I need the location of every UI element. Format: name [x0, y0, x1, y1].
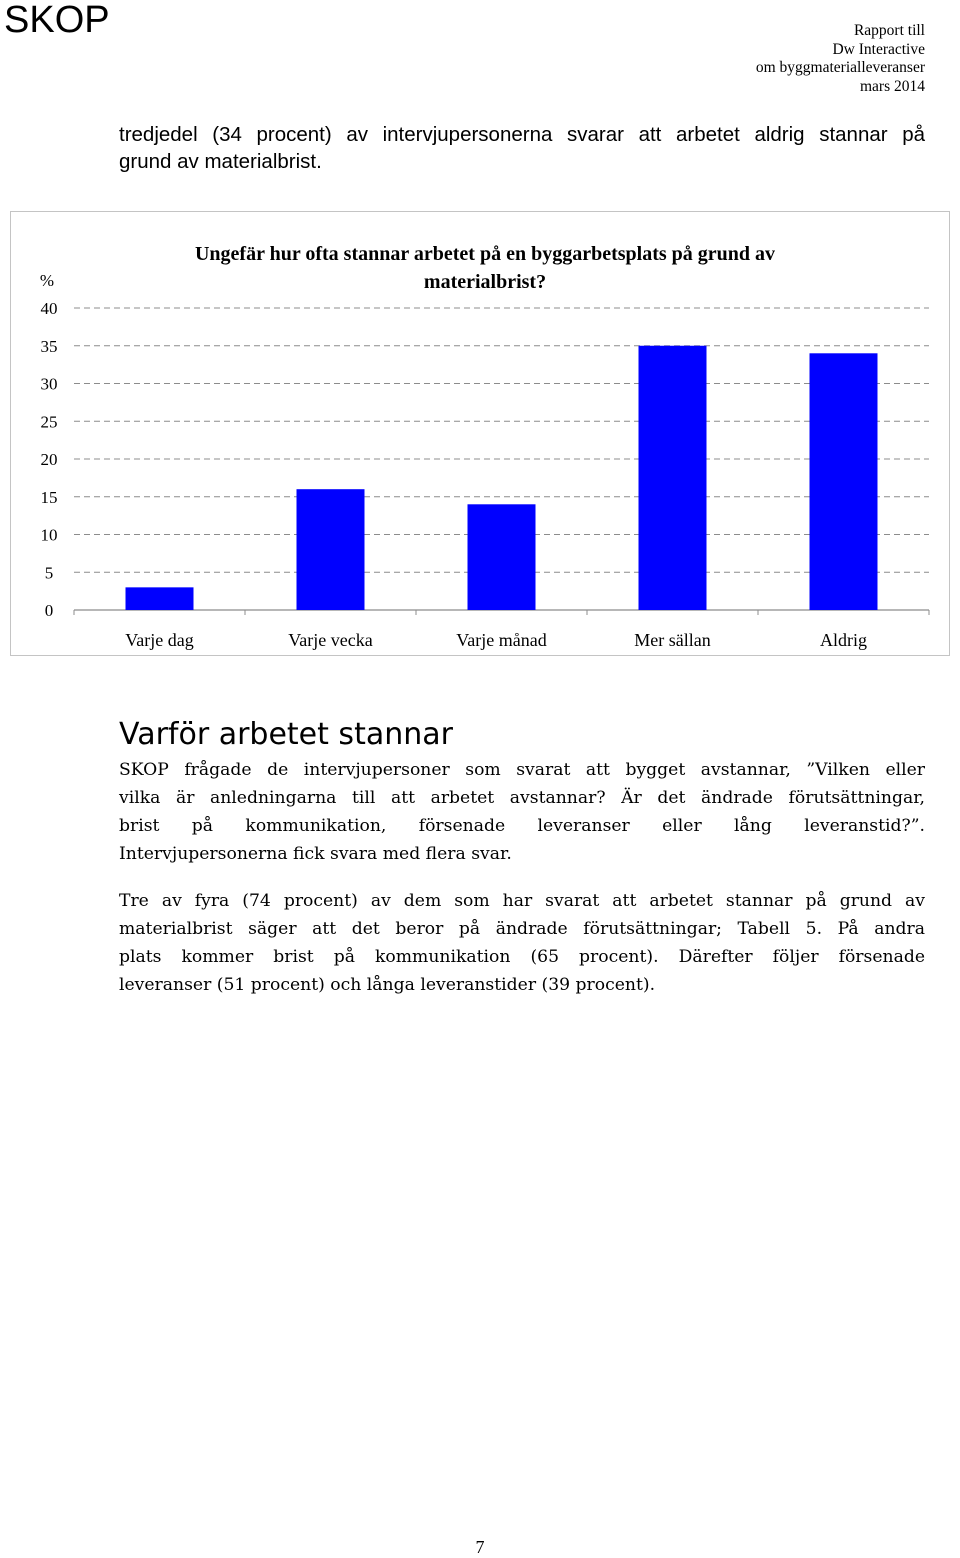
intro-paragraph: tredjedel (34 procent) av intervjuperson…: [119, 121, 925, 175]
y-tick-label: 0: [45, 601, 54, 620]
intro-line: grund av materialbrist.: [119, 150, 322, 173]
intro-line: tredjedel (34 procent) av intervjuperson…: [119, 123, 925, 146]
chart-frame: 0 5 10 15 20 25 30 35 40% Varje dag Varje vecka Var…: [10, 211, 950, 656]
section-paragraph-2: Tre av fyra (74 procent) av dem som har …: [119, 887, 925, 999]
paragraph-line: leveranser (51 procent) och långa levera…: [119, 975, 656, 995]
chart-title-line: Ungefär hur ofta stannar arbetet på en b…: [194, 243, 776, 265]
paragraph-line: brist på kommunikation, försenade levera…: [119, 816, 925, 836]
report-info: Rapport till Dw Interactive om byggmater…: [625, 22, 925, 97]
x-category-label: Mer sällan: [634, 630, 710, 650]
x-category-label: Aldrig: [820, 630, 867, 650]
page-number: 7: [475, 1537, 485, 1557]
section-heading: Varför arbetet stannar: [119, 717, 453, 752]
y-tick-label: 35: [41, 337, 58, 356]
y-tick-label: 40: [41, 299, 58, 318]
bar: [809, 353, 878, 610]
paragraph-line: plats kommer brist på kommunikation (65 …: [119, 947, 925, 967]
paragraph-line: vilka är anledningarna till att arbetet …: [119, 788, 925, 808]
x-category-label: Varje vecka: [288, 630, 372, 650]
y-tick-label: 15: [41, 488, 58, 507]
section-why-work-stops: Varför arbetet stannar SKOP frågade de i…: [119, 714, 925, 999]
bar: [125, 587, 194, 610]
chart-title-line: materialbrist?: [423, 271, 547, 293]
report-line: Rapport till: [853, 22, 925, 39]
bar: [467, 504, 536, 610]
paragraph-line: Intervjupersonerna fick svara med flera …: [119, 844, 512, 864]
x-category-label: Varje dag: [125, 630, 193, 650]
y-tick-label: 20: [41, 450, 58, 469]
y-axis-label: %: [40, 271, 54, 290]
skop-logo: SKOP: [4, 0, 110, 41]
y-tick-label: 10: [41, 526, 58, 545]
report-line: om byggmaterialleveranser: [755, 59, 925, 77]
report-line: mars 2014: [859, 78, 925, 96]
section-paragraph-1: SKOP frågade de intervjupersoner som sva…: [119, 756, 925, 868]
bar: [296, 489, 365, 610]
paragraph-line: Tre av fyra (74 procent) av dem som har …: [119, 891, 925, 911]
x-category-label: Varje månad: [456, 630, 546, 650]
y-tick-label: 25: [41, 412, 58, 431]
chart-title: Ungefär hur ofta stannar arbetet på en b…: [128, 240, 842, 296]
report-line: Dw Interactive: [832, 40, 925, 58]
y-tick-label: 30: [41, 375, 58, 394]
bar: [638, 345, 707, 610]
paragraph-line: SKOP frågade de intervjupersoner som sva…: [119, 760, 925, 780]
paragraph-line: materialbrist säger att det beror på änd…: [119, 919, 925, 939]
y-tick-label: 5: [45, 563, 54, 582]
